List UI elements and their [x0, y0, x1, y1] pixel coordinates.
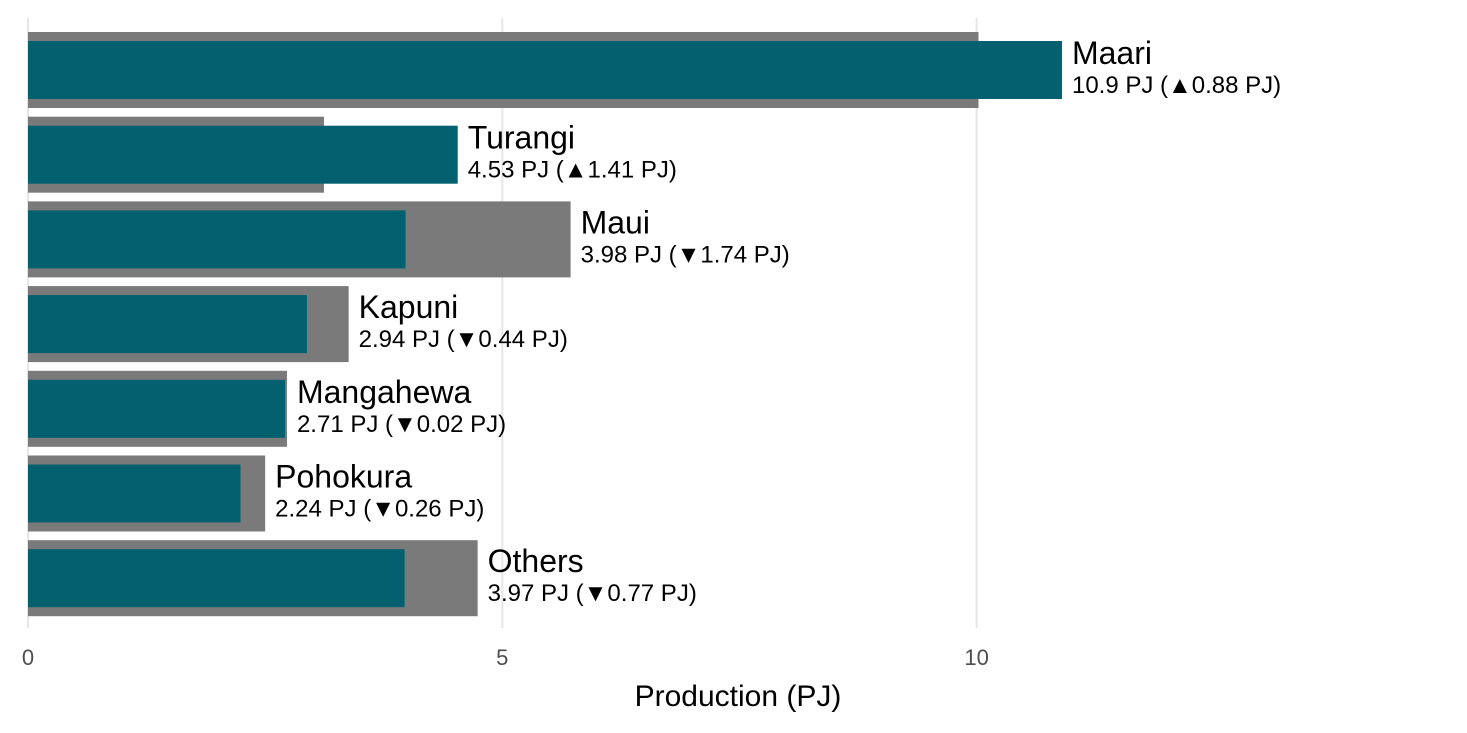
field-name-mangahewa: Mangahewa — [297, 374, 472, 410]
field-value-kapuni: 2.94 PJ (▼0.44 PJ) — [359, 326, 568, 353]
field-value-maui: 3.98 PJ (▼1.74 PJ) — [581, 241, 790, 268]
field-name-maui: Maui — [581, 204, 650, 240]
bar-current-maui — [28, 210, 406, 269]
field-value-pohokura: 2.24 PJ (▼0.26 PJ) — [275, 496, 484, 523]
field-name-maari: Maari — [1072, 35, 1152, 71]
field-value-mangahewa: 2.71 PJ (▼0.02 PJ) — [297, 411, 506, 438]
x-axis-title: Production (PJ) — [635, 680, 842, 713]
field-value-turangi: 4.53 PJ (▲1.41 PJ) — [468, 157, 677, 184]
field-name-kapuni: Kapuni — [359, 289, 459, 325]
x-tick-label-0: 0 — [22, 645, 34, 670]
bar-current-kapuni — [28, 295, 307, 354]
field-value-maari: 10.9 PJ (▲0.88 PJ) — [1072, 72, 1281, 99]
field-name-others: Others — [488, 543, 584, 579]
x-tick-label-10: 10 — [964, 645, 988, 670]
x-tick-label-5: 5 — [496, 645, 508, 670]
bar-current-others — [28, 549, 405, 608]
x-axis-ticks: 0 5 10 — [22, 645, 989, 670]
field-name-turangi: Turangi — [468, 120, 575, 156]
field-value-others: 3.97 PJ (▼0.77 PJ) — [488, 580, 697, 607]
bar-current-pohokura — [28, 464, 241, 523]
field-name-pohokura: Pohokura — [275, 459, 412, 495]
bar-current-mangahewa — [28, 379, 286, 438]
bar-current-turangi — [28, 125, 458, 184]
bar-current-maari — [28, 41, 1062, 99]
bars — [28, 32, 1062, 617]
